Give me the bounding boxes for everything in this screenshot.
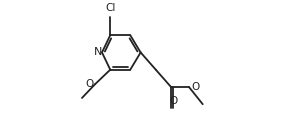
Text: N: N: [94, 47, 102, 57]
Text: O: O: [170, 96, 178, 106]
Text: Cl: Cl: [105, 3, 116, 13]
Text: O: O: [86, 79, 94, 89]
Text: O: O: [191, 82, 199, 91]
